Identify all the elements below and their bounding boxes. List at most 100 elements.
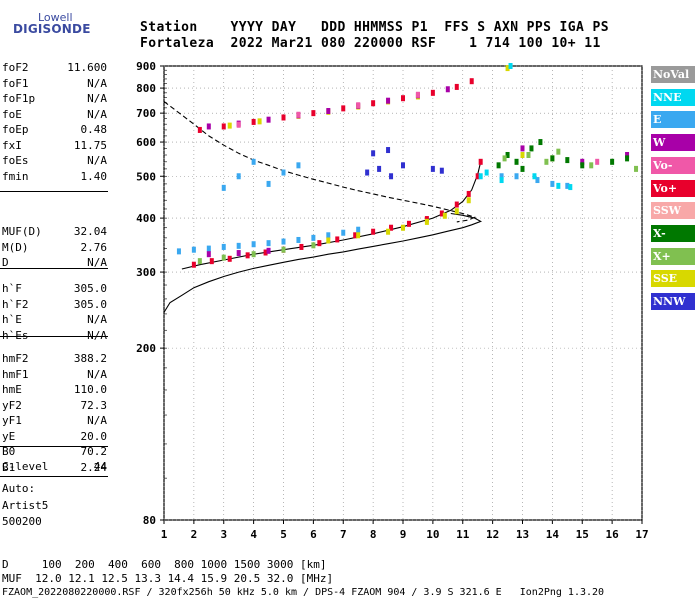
echo-point — [505, 151, 510, 158]
legend-item-sse: SSE — [651, 270, 695, 288]
echo-point — [499, 173, 504, 180]
echo-point — [236, 173, 241, 180]
param-value: 1.40 — [80, 169, 108, 183]
echo-point — [281, 246, 286, 253]
echo-point — [191, 246, 196, 253]
echo-point — [401, 95, 405, 102]
echo-point — [469, 78, 474, 85]
echo-point — [236, 250, 241, 257]
param-label: C-level — [2, 460, 49, 473]
echo-point — [197, 258, 202, 265]
echo-point — [221, 184, 226, 191]
param-row-b1: B1 2.24 — [2, 461, 107, 475]
echo-point — [191, 261, 196, 268]
param-value: 20.0 — [80, 429, 108, 443]
param-value: 11.600 — [67, 61, 107, 74]
y-tick-label: 500 — [136, 170, 156, 183]
param-row-b0: B0 70.2 — [2, 445, 107, 459]
echo-point — [206, 251, 211, 258]
echo-point — [251, 158, 256, 165]
param-label: h`E — [2, 313, 22, 326]
echo-point — [424, 218, 429, 225]
x-tick-label: 4 — [250, 528, 257, 541]
echo-point — [430, 165, 435, 172]
param-row-h-es: h`Es N/A — [2, 329, 107, 343]
x-tick-label: 16 — [606, 528, 620, 541]
echo-point — [499, 177, 504, 184]
param-value: N/A — [87, 256, 107, 269]
echo-point — [356, 102, 361, 109]
echo-point — [257, 118, 262, 125]
echo-point — [371, 150, 376, 157]
echo-point — [625, 155, 630, 162]
echo-point — [520, 145, 525, 152]
echo-point — [556, 148, 561, 155]
param-row-yf1: yF1 N/A — [2, 414, 107, 428]
legend-item-nnw: NNW — [651, 293, 695, 310]
echo-point — [209, 258, 214, 265]
y-tick-label: 700 — [136, 107, 156, 120]
param-label: h`F2 — [2, 297, 29, 311]
echo-point — [296, 236, 301, 243]
echo-point — [445, 86, 450, 93]
param-label: yF1 — [2, 414, 22, 427]
param-value: 44 — [93, 460, 107, 473]
param-label: B1 — [2, 460, 16, 474]
param-row-hmf2: hmF2 388.2 — [2, 352, 107, 366]
echo-point — [484, 169, 489, 176]
param-separator — [0, 191, 108, 192]
echo-point — [439, 167, 444, 174]
echo-point — [520, 165, 525, 172]
echo-point — [341, 105, 346, 112]
echo-point — [415, 91, 420, 98]
y-tick-label: 400 — [136, 212, 156, 225]
echo-point — [317, 240, 322, 247]
param-label: h`F — [2, 282, 22, 295]
echo-point — [454, 208, 459, 215]
muf-row: MUF 12.0 12.1 12.5 13.3 14.4 15.9 20.5 3… — [2, 572, 334, 585]
echo-point — [589, 162, 594, 169]
y-tick-label: 600 — [136, 136, 156, 149]
echo-point — [401, 224, 405, 231]
echo-point — [565, 157, 570, 164]
echo-point — [311, 234, 316, 241]
param-label: MUF(D) — [2, 225, 42, 238]
echo-point — [580, 158, 585, 165]
echo-point — [565, 182, 570, 189]
param-label: B0 — [2, 445, 16, 458]
echo-point — [386, 228, 391, 235]
x-tick-label: 15 — [576, 528, 589, 541]
param-label: hmF1 — [2, 367, 29, 381]
autoscaling-label: Auto: — [2, 482, 36, 495]
echo-point — [227, 255, 232, 262]
echo-point — [266, 180, 271, 187]
param-label: D — [2, 256, 9, 269]
param-row-fof1p: foF1p N/A — [2, 92, 107, 106]
echo-point — [430, 89, 435, 96]
echo-point — [221, 123, 226, 130]
echo-point — [296, 111, 301, 118]
echo-point — [406, 220, 411, 227]
x-tick-label: 5 — [280, 528, 287, 541]
param-label: foF2 — [2, 61, 29, 74]
echo-point — [550, 155, 555, 162]
echo-point — [478, 158, 483, 165]
echo-point — [535, 177, 540, 184]
echo-point — [532, 173, 537, 180]
param-value: 305.0 — [73, 282, 107, 295]
echo-point — [389, 224, 394, 231]
echo-point — [625, 151, 630, 158]
param-row-fmin: fmin 1.40 — [2, 170, 107, 184]
echo-point — [311, 110, 316, 117]
param-label: foE — [2, 107, 22, 121]
echo-point — [544, 158, 549, 165]
x-tick-label: 2 — [191, 528, 198, 541]
echo-point — [550, 180, 555, 187]
echo-point — [221, 254, 226, 261]
echo-point — [466, 190, 471, 197]
param-value: N/A — [87, 76, 107, 90]
file-info: FZAOM_2022080220000.RSF / 320fx256h 50 k… — [2, 587, 605, 598]
param-value: N/A — [87, 414, 107, 427]
echo-point — [556, 182, 561, 189]
